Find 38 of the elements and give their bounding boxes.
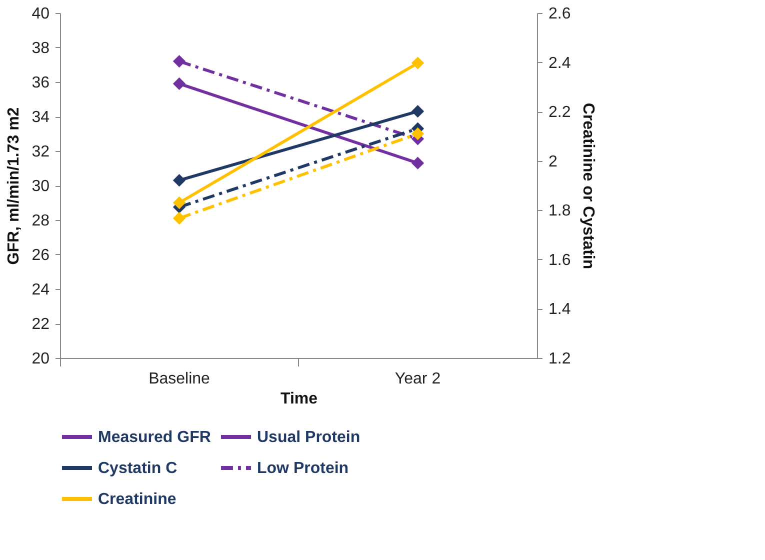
y-tick-label: 30: [32, 178, 50, 195]
point: [172, 212, 186, 225]
y2-tick-label: 2.2: [548, 104, 571, 122]
point: [172, 196, 186, 210]
y-tick-label: 38: [32, 40, 50, 57]
text: Usual Protein: [257, 429, 360, 446]
x-tick-label: Year 2: [394, 370, 441, 388]
x-tick-label: Baseline: [148, 370, 210, 388]
y-tick-label: 22: [32, 316, 50, 333]
y-tick-label: 36: [32, 74, 50, 92]
text: Low Protein: [257, 460, 349, 477]
point: [172, 77, 186, 90]
y-tick-label: 40: [32, 6, 50, 22]
y2-tick-label: 1.4: [548, 301, 571, 318]
point: [172, 174, 186, 187]
y-tick-label: 28: [32, 212, 50, 230]
point: [411, 156, 424, 170]
legend-label: Creatinine: [98, 491, 176, 508]
point: [411, 56, 424, 70]
legend-label: Measured GFR: [98, 429, 212, 446]
y2-axis-title: Creatinine or Cystatin: [580, 102, 597, 270]
y2-tick-label: 2: [548, 153, 558, 170]
point: [172, 54, 186, 68]
y-tick-label: 34: [32, 109, 50, 126]
y-tick-label: 24: [32, 282, 50, 298]
y2-tick-label: 1.6: [548, 252, 571, 269]
y2-tick-label: 1.2: [548, 350, 571, 368]
y-tick-label: 26: [32, 247, 50, 264]
point: [411, 127, 424, 140]
legend-label: Cystatin C: [98, 460, 178, 477]
y-tick-label: 32: [32, 144, 50, 160]
y-axis-title: GFR, ml/min/1.73 m2: [6, 107, 23, 265]
point: [411, 105, 424, 118]
y2-tick-label: 2.6: [548, 6, 571, 22]
y2-tick-label: 1.8: [548, 202, 571, 220]
y2-tick-label: 2.4: [548, 54, 571, 72]
y-tick-label: 20: [32, 350, 50, 368]
x-axis-title: Time: [280, 390, 318, 408]
